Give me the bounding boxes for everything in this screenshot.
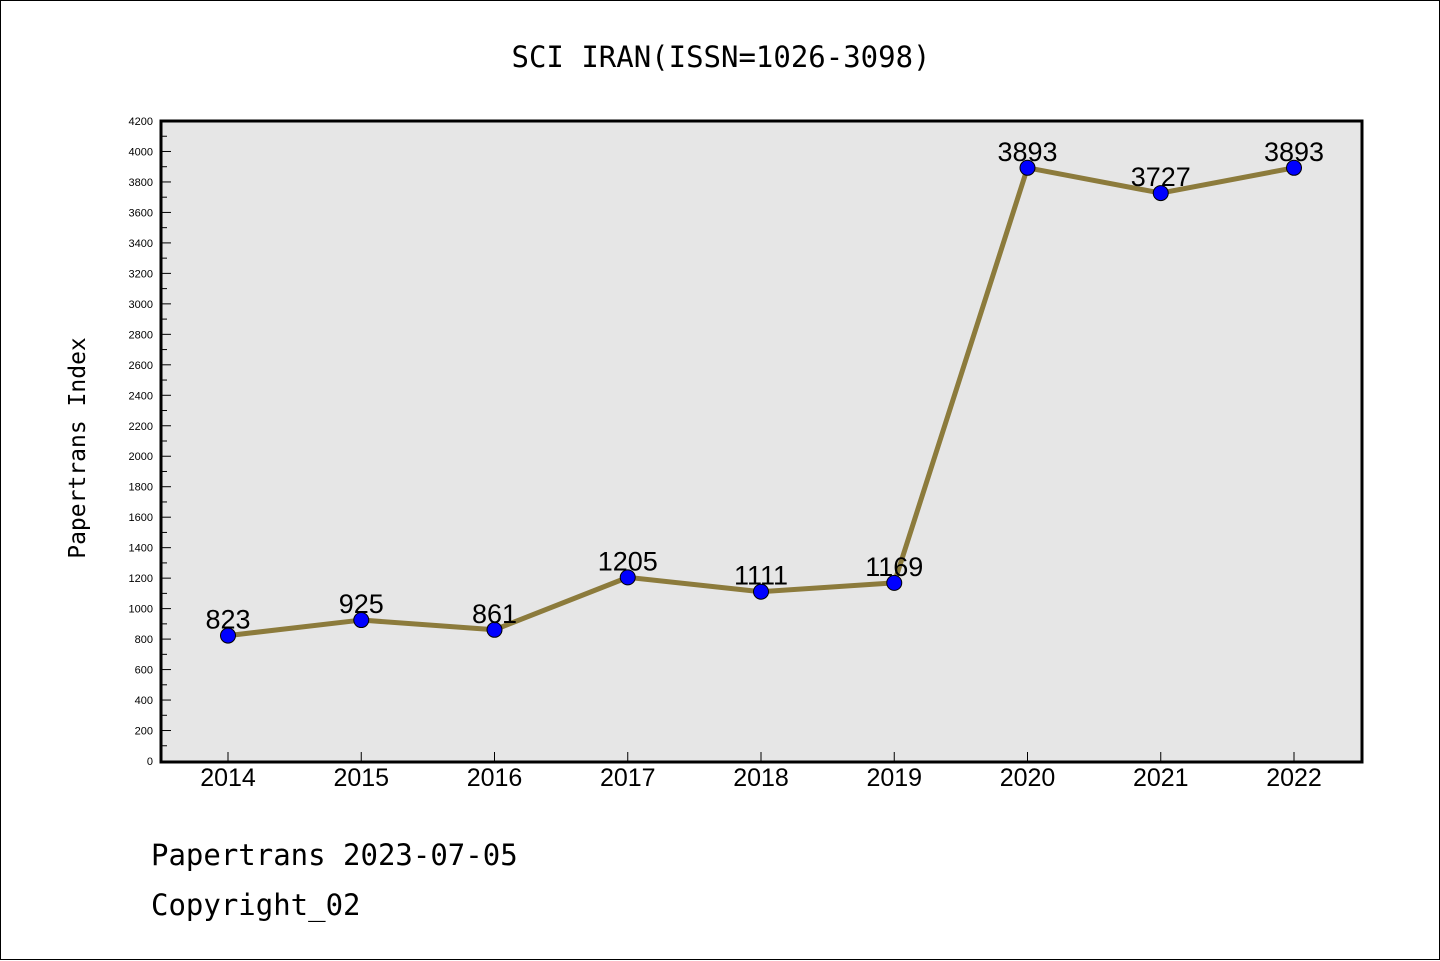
y-tick-label: 1800 <box>129 482 153 494</box>
x-tick-label: 2017 <box>600 764 656 792</box>
y-tick-label: 2600 <box>129 360 153 372</box>
data-label: 1169 <box>865 552 923 582</box>
data-label: 3893 <box>997 137 1057 167</box>
y-tick-label: 1600 <box>129 512 153 524</box>
data-point <box>886 574 903 591</box>
data-label: 861 <box>472 599 517 629</box>
y-tick-label: 2200 <box>129 421 153 433</box>
y-tick-label: 2400 <box>129 390 153 402</box>
x-tick-label: 2020 <box>1000 764 1056 792</box>
y-tick-label: 4000 <box>129 146 153 158</box>
data-labels: 823 925 861 1205 1111 1169 3893 3727 3893 <box>205 137 1324 635</box>
y-axis-label: Papertrans Index <box>65 337 91 559</box>
data-point <box>1286 159 1302 176</box>
data-label: 1111 <box>734 561 788 591</box>
x-tick-label: 2018 <box>733 764 789 792</box>
data-label: 823 <box>205 605 250 635</box>
y-tick-label: 3200 <box>129 268 153 280</box>
footer-date: Papertrans 2023-07-05 <box>151 838 518 872</box>
y-tick-label: 3800 <box>129 177 153 189</box>
y-tick-label: 3400 <box>129 238 153 250</box>
x-tick-label: 2021 <box>1133 764 1189 792</box>
data-label: 925 <box>339 589 384 619</box>
y-tick-label: 2800 <box>129 329 153 341</box>
plot-area <box>159 119 1364 764</box>
data-point <box>619 569 636 586</box>
x-tick-label: 2015 <box>333 764 389 792</box>
y-tick-label: 0 <box>147 756 153 768</box>
y-tick-label: 3600 <box>129 207 153 219</box>
y-tick-label: 400 <box>135 695 153 707</box>
data-label: 1205 <box>598 546 658 576</box>
y-tick-label: 2000 <box>129 451 153 463</box>
y-tick-label: 600 <box>135 665 153 677</box>
y-tick-label: 1200 <box>129 573 153 585</box>
y-tick-label: 1000 <box>129 604 153 616</box>
footer-copyright: Copyright_02 <box>151 888 361 923</box>
data-point <box>1019 159 1036 176</box>
x-tick-label: 2022 <box>1266 764 1322 792</box>
data-point <box>1152 185 1169 202</box>
series-layer <box>220 159 1302 644</box>
y-tick-label: 3000 <box>129 299 153 311</box>
y-axis-ticks: 0 200 400 600 800 1000 1200 1400 1600 1800 2000 220… <box>129 116 171 768</box>
x-axis-ticks: 2014 2015 2016 2017 2018 2019 2020 2021 2022 <box>200 752 1322 792</box>
y-tick-label: 200 <box>135 726 153 738</box>
y-tick-label: 800 <box>135 634 153 646</box>
data-label: 3893 <box>1264 137 1324 167</box>
data-point <box>353 612 370 629</box>
data-point <box>486 621 503 638</box>
data-point <box>220 627 236 644</box>
y-tick-label: 4200 <box>129 116 153 128</box>
data-label: 3727 <box>1131 162 1191 192</box>
chart-title: SCI IRAN(ISSN=1026-3098) <box>511 40 930 74</box>
data-point <box>753 583 769 600</box>
y-tick-label: 1400 <box>129 543 153 555</box>
x-tick-label: 2014 <box>200 764 256 792</box>
x-tick-label: 2019 <box>866 764 922 792</box>
x-tick-label: 2016 <box>467 764 523 792</box>
